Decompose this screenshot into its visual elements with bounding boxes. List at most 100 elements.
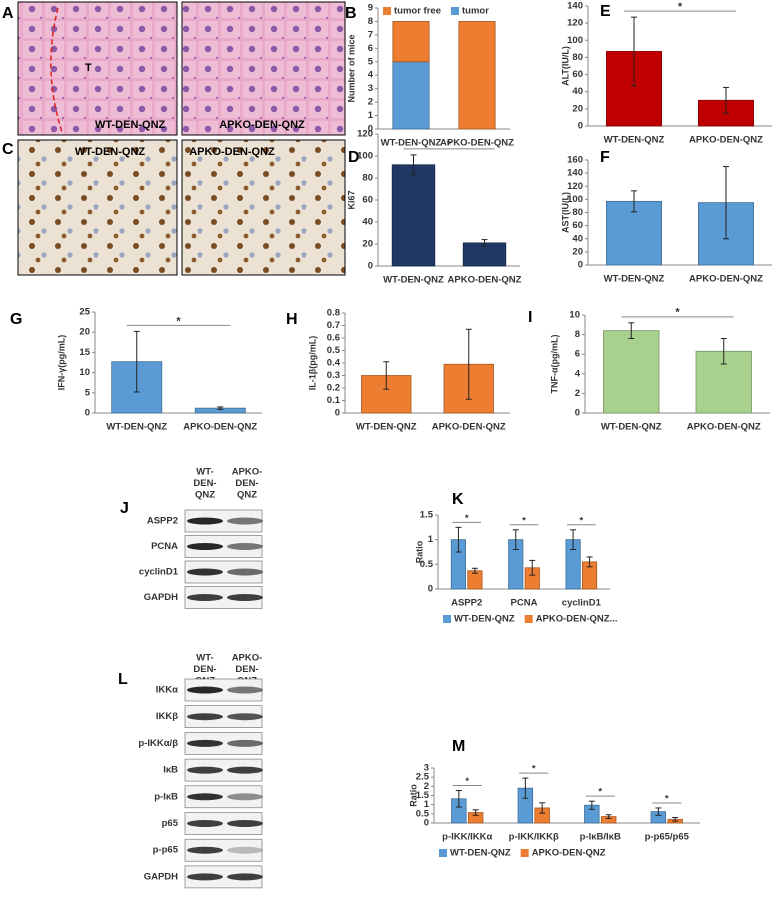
row-label: p-IKKα/β: [138, 738, 178, 749]
blot-band: [187, 568, 223, 576]
legend-label: WT-DEN-QNZ: [450, 848, 511, 859]
column-header: WT-: [196, 653, 213, 664]
y-tick-label: 80: [572, 207, 583, 218]
x-tick-label: p-IKK/IKKβ: [509, 832, 559, 843]
legend-label: tumor free: [394, 6, 441, 17]
x-tick-label: WT-DEN-QNZ: [381, 138, 442, 149]
bar: [458, 21, 496, 130]
blot-band: [187, 766, 223, 774]
blot-band: [227, 766, 263, 774]
y-tick-label: 0.5: [416, 808, 430, 819]
y-tick-label: 120: [567, 181, 583, 192]
blot-band: [227, 846, 263, 854]
column-header: WT-: [196, 467, 213, 478]
x-tick-label: cyclinD1: [562, 598, 602, 609]
blot-band: [227, 873, 263, 881]
significance-label: *: [465, 513, 469, 524]
image-label: APKO-DEN-QNZ: [219, 119, 305, 131]
blot-band: [187, 517, 223, 525]
y-tick-label: 2.5: [416, 772, 430, 783]
y-tick-label: 0: [578, 121, 583, 132]
y-tick-label: 20: [572, 246, 583, 257]
column-header: QNZ: [195, 490, 215, 501]
y-tick-label: 7: [368, 29, 373, 40]
blot-band: [187, 686, 223, 694]
y-tick-label: 140: [567, 1, 583, 12]
panel-letter: M: [452, 738, 465, 755]
panel-letter: H: [286, 311, 298, 328]
y-tick-label: 15: [79, 347, 90, 358]
x-tick-label: WT-DEN-QNZ: [106, 422, 167, 433]
blot-band: [227, 594, 263, 601]
x-tick-label: APKO-DEN-QNZ: [689, 274, 763, 285]
y-tick-label: 0.5: [327, 345, 341, 356]
y-tick-label: 1: [424, 799, 430, 810]
legend-label: APKO-DEN-QNZ...: [536, 614, 618, 625]
y-tick-label: 3: [368, 83, 373, 94]
panel-letter: B: [345, 5, 357, 22]
significance-label: *: [465, 776, 469, 787]
significance-label: *: [532, 764, 536, 775]
y-tick-label: 100: [567, 194, 583, 205]
y-tick-label: 3: [424, 763, 429, 774]
y-tick-label: 0: [335, 408, 340, 419]
blot-band: [227, 739, 263, 747]
x-tick-label: APKO-DEN-QNZ: [432, 422, 506, 433]
y-tick-label: 0: [368, 261, 373, 272]
x-tick-label: p-p65/p65: [645, 832, 690, 843]
blot-band: [227, 686, 263, 694]
column-header: QNZ: [237, 490, 257, 501]
x-tick-label: p-IκB/IκB: [580, 832, 621, 843]
x-tick-label: APKO-DEN-QNZ: [440, 138, 514, 149]
y-axis-label: AST(IU/L): [560, 192, 570, 233]
blot-band: [187, 820, 223, 827]
y-tick-label: 0.4: [327, 358, 341, 369]
blot-strip: [184, 785, 263, 809]
y-tick-label: 0: [578, 260, 583, 271]
row-label: ASPP2: [147, 516, 178, 527]
y-tick-label: 8: [575, 329, 580, 340]
significance-label: *: [675, 307, 680, 319]
y-tick-label: 80: [572, 52, 583, 63]
y-tick-label: 5: [368, 56, 374, 67]
row-label: PCNA: [151, 541, 178, 552]
column-header: DEN-: [235, 664, 258, 675]
row-label: IKKβ: [156, 711, 178, 722]
y-tick-label: 60: [572, 69, 583, 80]
panel-letter: E: [600, 3, 611, 20]
y-tick-label: 60: [362, 195, 373, 206]
y-tick-label: 40: [572, 233, 583, 244]
blot-band: [187, 846, 223, 854]
row-label: p-p65: [153, 845, 179, 856]
y-axis-label: IFN-γ(pg/mL): [56, 335, 66, 391]
y-tick-label: 80: [362, 173, 373, 184]
y-tick-label: 0.5: [420, 559, 434, 570]
significance-label: *: [579, 515, 583, 526]
legend-swatch: [524, 615, 533, 623]
y-tick-label: 0: [85, 408, 90, 419]
y-tick-label: 1.5: [416, 790, 430, 801]
x-tick-label: APKO-DEN-QNZ: [687, 422, 761, 433]
y-axis-label: IL-1β(pg/mL): [307, 336, 317, 390]
column-header: APKO-: [232, 467, 263, 478]
y-tick-label: 1.5: [420, 510, 434, 521]
significance-label: *: [522, 515, 526, 526]
legend-swatch: [450, 7, 459, 15]
panel-letter: L: [118, 671, 128, 688]
y-tick-label: 0.2: [327, 383, 340, 394]
y-tick-label: 0: [575, 408, 580, 419]
y-tick-label: 0.8: [327, 308, 340, 319]
x-tick-label: APKO-DEN-QNZ: [183, 422, 257, 433]
y-tick-label: 8: [368, 16, 373, 27]
column-header: DEN-: [193, 478, 216, 489]
histology-image: [17, 1, 178, 136]
y-tick-label: 2: [424, 781, 429, 792]
ihc-image: [17, 139, 178, 276]
row-label: IKKα: [156, 685, 178, 696]
legend-swatch: [439, 849, 447, 857]
blot-band: [227, 543, 263, 550]
significance-label: *: [598, 787, 602, 798]
panel-letter: J: [120, 500, 129, 517]
x-tick-label: WT-DEN-QNZ: [383, 275, 444, 286]
blot-band: [227, 713, 263, 721]
